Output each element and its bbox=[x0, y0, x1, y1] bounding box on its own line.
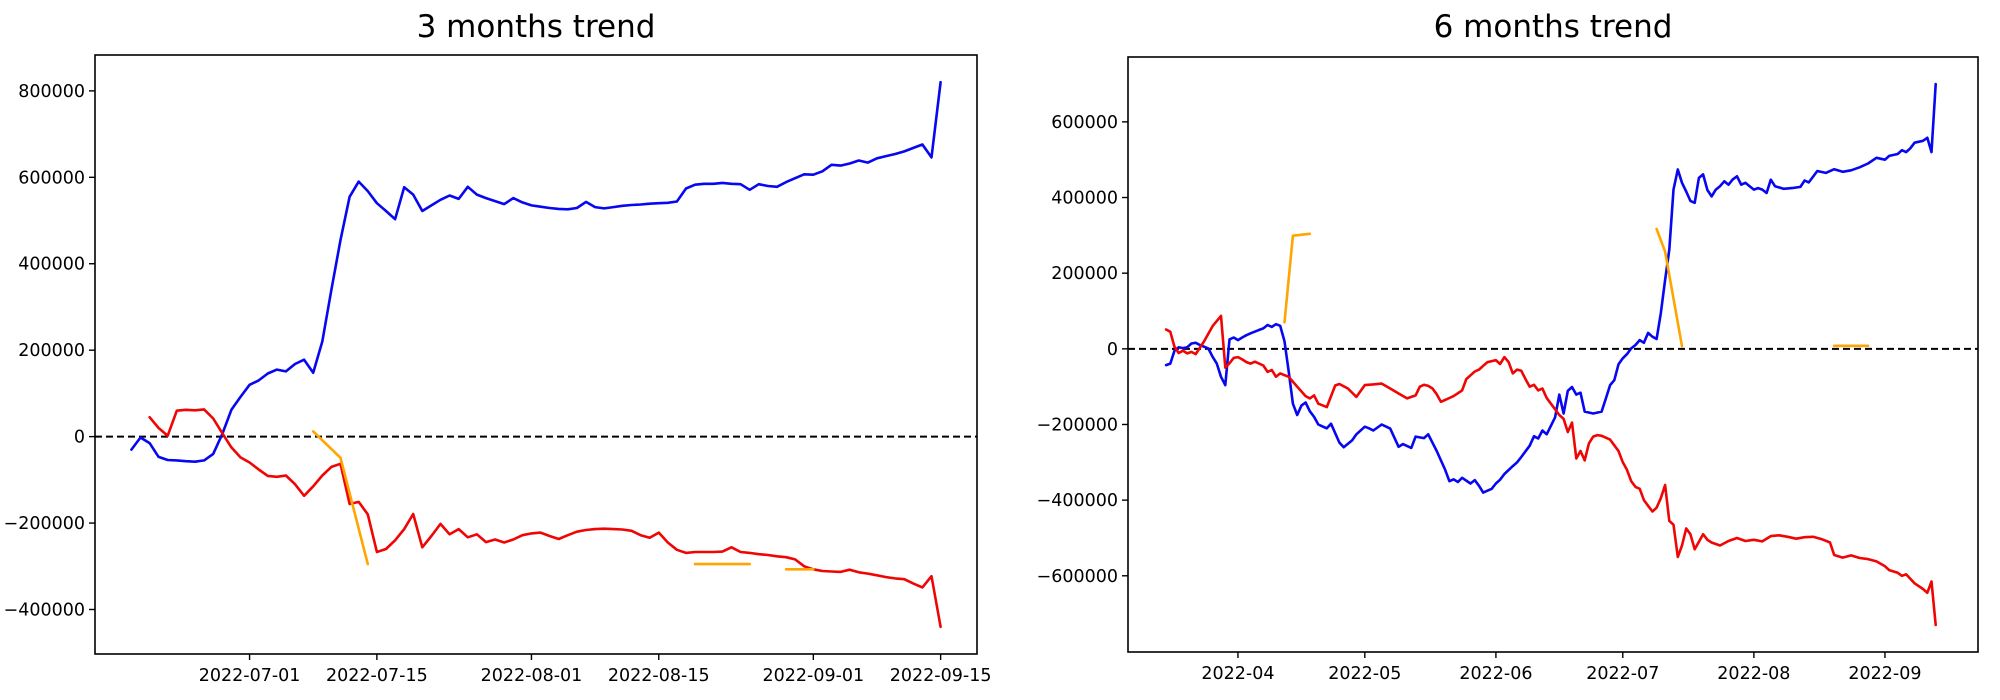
chart-title-3-months: 3 months trend bbox=[416, 9, 656, 45]
x-tick-label: 2022-08-01 bbox=[481, 666, 583, 686]
y-tick-label: 400000 bbox=[1051, 189, 1118, 209]
y-tick-label: −200000 bbox=[4, 514, 85, 534]
series-red-line bbox=[1164, 314, 1937, 627]
y-tick-label: 0 bbox=[1107, 340, 1118, 360]
y-tick-label: 200000 bbox=[1051, 264, 1118, 284]
series-orange-line bbox=[311, 430, 370, 566]
y-tick-label: 0 bbox=[74, 428, 85, 448]
series-blue-line bbox=[130, 80, 942, 464]
y-tick-label: 600000 bbox=[1051, 113, 1118, 133]
y-tick-label: 200000 bbox=[18, 341, 85, 361]
x-tick-label: 2022-07-15 bbox=[326, 666, 428, 686]
y-tick-label: 600000 bbox=[18, 168, 85, 188]
series-blue-line bbox=[1164, 82, 1937, 494]
series-red-line bbox=[148, 408, 942, 629]
x-tick-label: 2022-04 bbox=[1201, 664, 1274, 684]
series-orange-line bbox=[1283, 232, 1312, 324]
x-tick-label: 2022-09-01 bbox=[762, 666, 864, 686]
y-tick-label: −400000 bbox=[4, 600, 85, 620]
series-orange-line bbox=[1655, 227, 1684, 348]
y-tick-label: 800000 bbox=[18, 82, 85, 102]
plot-border bbox=[94, 54, 978, 655]
x-tick-label: 2022-07-01 bbox=[199, 666, 301, 686]
y-tick-label: −400000 bbox=[1037, 491, 1118, 511]
x-tick-label: 2022-06 bbox=[1459, 664, 1532, 684]
x-tick-label: 2022-08 bbox=[1717, 664, 1790, 684]
y-tick-label: −600000 bbox=[1037, 567, 1118, 587]
y-tick-label: 400000 bbox=[18, 255, 85, 275]
x-tick-label: 2022-05 bbox=[1328, 664, 1401, 684]
y-tick-label: −200000 bbox=[1037, 415, 1118, 435]
x-tick-label: 2022-07 bbox=[1586, 664, 1659, 684]
x-tick-label: 2022-08-15 bbox=[608, 666, 710, 686]
plot-border bbox=[1127, 56, 1979, 653]
chart-title-6-months: 6 months trend bbox=[1433, 9, 1673, 45]
x-tick-label: 2022-09 bbox=[1848, 664, 1921, 684]
x-tick-label: 2022-09-15 bbox=[890, 666, 992, 686]
